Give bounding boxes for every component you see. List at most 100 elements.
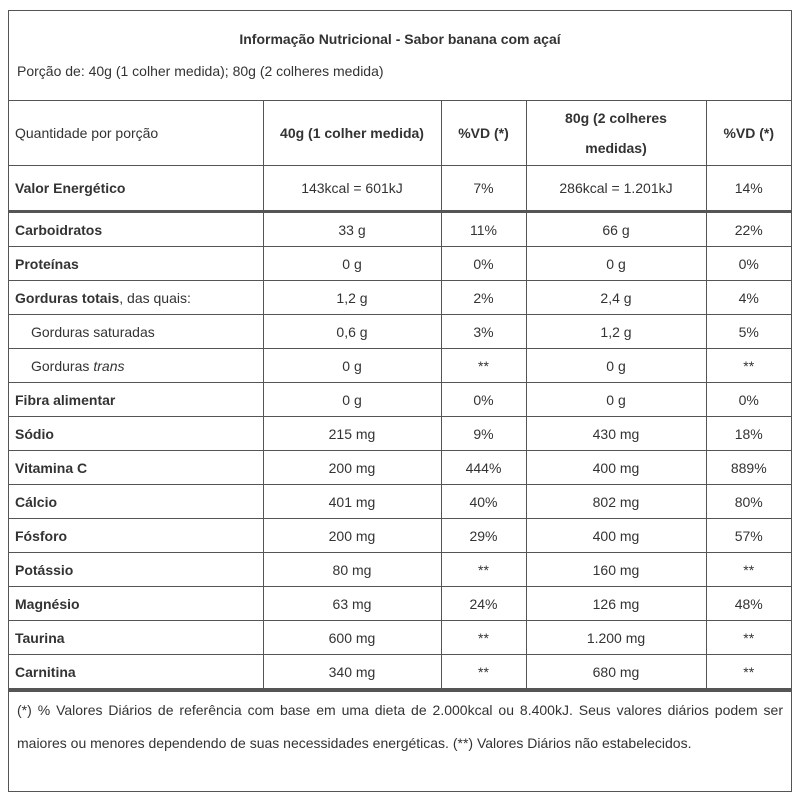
cell: 889% (705, 450, 791, 485)
nutrient-row: Carboidratos 33 g 11% 66 g 22% (9, 211, 791, 247)
row-label: Potássio (9, 552, 264, 587)
row-label: Sódio (9, 416, 264, 451)
cell: 0 g (525, 382, 707, 417)
cell: 0% (705, 382, 791, 417)
cell: 0 g (525, 246, 707, 281)
label: Fibra alimentar (15, 391, 116, 408)
cell: 48% (705, 586, 791, 621)
row-label: Cálcio (9, 484, 264, 519)
cell: 24% (440, 586, 527, 621)
nutrient-row: Taurina 600 mg ** 1.200 mg ** (9, 620, 791, 655)
cell: 126 mg (525, 586, 707, 621)
cell: ** (705, 348, 791, 383)
cell: 9% (440, 416, 527, 451)
cell: 5% (705, 314, 791, 349)
label: Cálcio (15, 493, 58, 510)
row-label: Carboidratos (9, 211, 264, 247)
cell: 29% (440, 518, 527, 553)
header-row: Quantidade por porção 40g (1 colher medid… (9, 101, 791, 166)
cell: 400 mg (525, 518, 707, 553)
cell: 80 mg (262, 552, 442, 587)
cell: 444% (440, 450, 527, 485)
cell: 0 g (525, 348, 707, 383)
cell: 600 mg (262, 620, 442, 655)
nutrient-row: Cálcio 401 mg 40% 802 mg 80% (9, 484, 791, 519)
nutrient-row: Gorduras saturadas 0,6 g 3% 1,2 g 5% (9, 314, 791, 349)
cell: 40% (440, 484, 527, 519)
label: Gorduras totais (15, 289, 120, 306)
nutrition-panel: Informação Nutricional - Sabor banana co… (8, 10, 792, 792)
cell: 3% (440, 314, 527, 349)
nutrient-row: Vitamina C 200 mg 444% 400 mg 889% (9, 450, 791, 485)
row-label: Carnitina (9, 654, 264, 689)
row-label: Gorduras totais, das quais: (9, 280, 264, 315)
nutrient-row: Gorduras trans 0 g ** 0 g ** (9, 348, 791, 383)
cell: 0 g (262, 246, 442, 281)
label: Gorduras (31, 357, 90, 374)
cell: 2% (440, 280, 527, 315)
cell: 143kcal = 601kJ (262, 165, 442, 213)
row-label: Taurina (9, 620, 264, 655)
cell: 1,2 g (525, 314, 707, 349)
cell: 215 mg (262, 416, 442, 451)
label: Potássio (15, 561, 74, 578)
cell: 340 mg (262, 654, 442, 689)
label-rest: , das quais: (119, 289, 191, 306)
label: Taurina (15, 629, 65, 646)
portion: Porção de: 40g (1 colher medida); 80g (2… (17, 63, 384, 79)
cell: 802 mg (525, 484, 707, 519)
cell: ** (705, 620, 791, 655)
cell: 22% (705, 211, 791, 247)
cell: 430 mg (525, 416, 707, 451)
cell: ** (705, 552, 791, 587)
cell: 1.200 mg (525, 620, 707, 655)
label: Fósforo (15, 527, 68, 544)
row-label: Proteínas (9, 246, 264, 281)
column-header: 40g (1 colher medida) (262, 101, 442, 166)
energy-row: Valor Energético 143kcal = 601kJ 7% 286kcal… (9, 165, 791, 213)
nutrient-row: Proteínas 0 g 0% 0 g 0% (9, 246, 791, 281)
cell: 80% (705, 484, 791, 519)
label: Vitamina C (15, 459, 88, 476)
cell: 200 mg (262, 450, 442, 485)
cell: 0 g (262, 348, 442, 383)
nutrient-row: Sódio 215 mg 9% 430 mg 18% (9, 416, 791, 451)
cell: 63 mg (262, 586, 442, 621)
cell: 0,6 g (262, 314, 442, 349)
label-italic: trans (93, 357, 125, 374)
label: Carboidratos (15, 221, 103, 238)
cell: 57% (705, 518, 791, 553)
cell: ** (440, 654, 527, 689)
column-header: %VD (*) (440, 101, 527, 166)
header: Informação Nutricional - Sabor banana co… (9, 11, 791, 101)
label: Carnitina (15, 663, 76, 680)
footnote: (*) % Valores Diários de referência com … (9, 689, 791, 762)
row-label: Gorduras saturadas (9, 314, 264, 349)
cell: 0% (440, 382, 527, 417)
cell: 33 g (262, 211, 442, 247)
column-header: %VD (*) (705, 101, 791, 166)
cell: 200 mg (262, 518, 442, 553)
row-label: Valor Energético (9, 165, 264, 213)
nutrition-table: Quantidade por porção 40g (1 colher medid… (9, 101, 791, 689)
cell: 680 mg (525, 654, 707, 689)
cell: 2,4 g (525, 280, 707, 315)
cell: 1,2 g (262, 280, 442, 315)
row-label: Magnésio (9, 586, 264, 621)
cell: 0% (440, 246, 527, 281)
nutrient-row: Fósforo 200 mg 29% 400 mg 57% (9, 518, 791, 553)
cell: 11% (440, 211, 527, 247)
cell: 0% (705, 246, 791, 281)
row-label: Fibra alimentar (9, 382, 264, 417)
label: Sódio (15, 425, 54, 442)
cell: 4% (705, 280, 791, 315)
row-label: Gorduras trans (9, 348, 264, 383)
cell: ** (440, 348, 527, 383)
cell: ** (440, 552, 527, 587)
title: Informação Nutricional - Sabor banana co… (239, 31, 561, 47)
cell: ** (440, 620, 527, 655)
nutrient-row: Potássio 80 mg ** 160 mg ** (9, 552, 791, 587)
label: Magnésio (15, 595, 80, 612)
label: Proteínas (15, 255, 79, 272)
